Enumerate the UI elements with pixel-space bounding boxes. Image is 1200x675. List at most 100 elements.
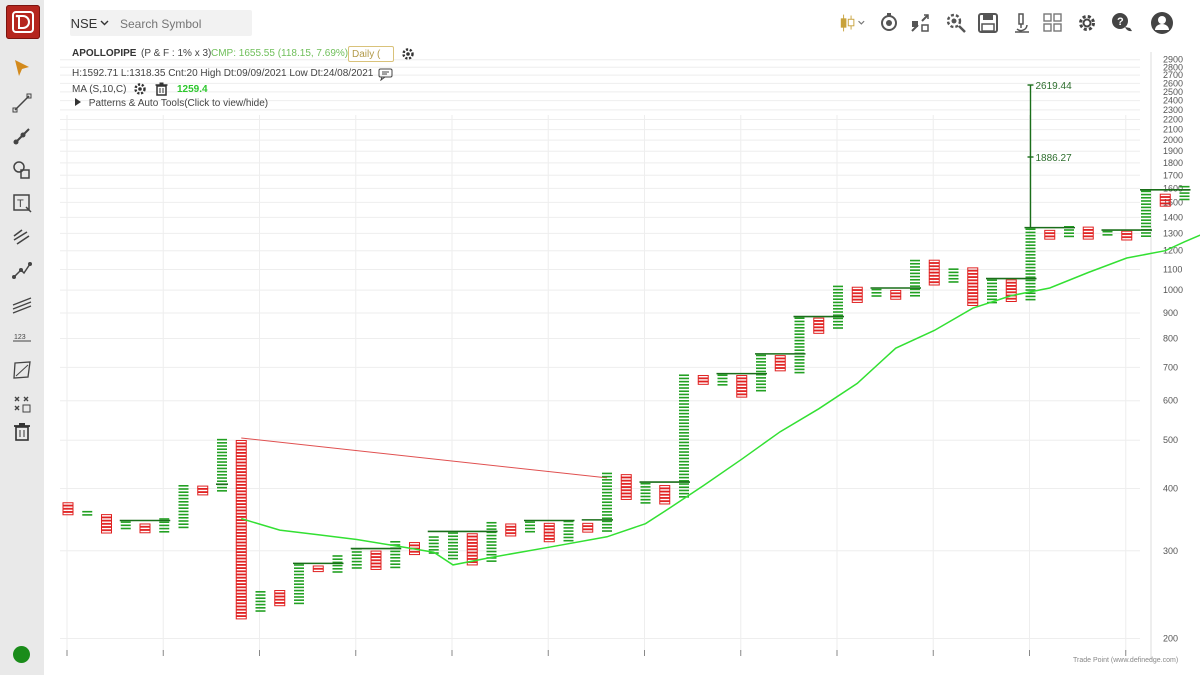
pnf-o-mark [235,542,247,546]
pnf-x-column [948,268,959,283]
y-tick-label: 2600 [1163,78,1183,88]
y-tick-label: 1200 [1163,246,1183,256]
pnf-o-mark [466,536,478,540]
pnf-o-mark [235,500,247,505]
pnf-o-mark [928,262,940,267]
pnf-o-mark [235,539,247,543]
pnf-o-mark [928,269,940,273]
pnf-o-mark [659,501,671,505]
pnf-o-column [967,267,979,306]
pnf-o-column [543,522,555,543]
symbol-search[interactable] [110,10,252,36]
pnf-o-mark [197,488,209,493]
y-tick-label: 800 [1163,333,1178,343]
pnf-o-mark [466,555,478,560]
pnf-o-mark [1159,193,1171,198]
pnf-o-mark [370,550,382,554]
pnf-o-mark [659,494,671,499]
pnf-o-mark [813,324,825,328]
pnf-x-column [756,354,766,392]
pnf-o-mark [620,483,632,488]
trash-icon[interactable] [8,420,36,444]
pnf-o-mark [235,532,247,537]
pnf-o-mark [235,462,247,466]
pnf-o-mark [466,546,478,550]
pnf-x-column [217,438,227,492]
definedge-logo-icon[interactable] [6,5,40,39]
microscope-icon[interactable] [1008,9,1036,37]
search-input[interactable] [118,13,250,35]
pnf-o-mark [582,529,594,533]
numbering-123-icon[interactable]: 123 [8,325,36,349]
patterns-toggle[interactable]: Patterns & Auto Tools(Click to view/hide… [74,98,268,109]
pnf-o-mark [235,516,247,521]
chat-help-icon[interactable]: ? [1108,9,1136,37]
pnf-o-mark [736,394,748,398]
pnf-o-mark [659,488,671,492]
y-tick-label: 700 [1163,362,1178,372]
layout-grid-icon[interactable] [1039,9,1067,37]
pnf-o-mark [774,355,786,359]
scan-gear-icon[interactable] [942,9,970,37]
pnf-o-mark [697,375,709,379]
pnf-o-column [1005,279,1017,302]
settings-icon[interactable] [1073,9,1101,37]
line-points-icon[interactable] [8,258,36,282]
camera-settings-icon[interactable] [875,9,903,37]
save-icon[interactable] [974,9,1002,37]
pnf-x-column [640,482,651,504]
pnf-o-mark [620,477,632,481]
pnf-o-mark [235,439,247,444]
pnf-o-mark [235,606,247,610]
y-tick-label: 2200 [1163,114,1183,124]
chart-settings-gear-icon[interactable] [401,47,415,66]
timeframe-select[interactable]: Daily ( [348,46,394,62]
ma-settings-gear-icon[interactable] [133,82,147,101]
pnf-o-mark [235,615,247,620]
pnf-o-mark [101,517,112,521]
pnf-o-mark [736,384,748,389]
pnf-o-mark [274,599,286,604]
pnf-o-mark [928,282,940,286]
y-tick-label: 600 [1163,396,1178,406]
pnf-o-mark [235,567,247,572]
ray-line-icon[interactable] [8,124,36,148]
cursor-arrow-icon[interactable] [8,56,36,80]
pnf-o-column [1121,230,1133,241]
pnf-o-mark [774,367,786,372]
pnf-o-mark [1005,279,1017,283]
y-tick-label: 200 [1163,634,1178,644]
pnf-o-mark [197,485,209,489]
comment-icon[interactable] [378,68,393,86]
pnf-o-mark [235,510,247,514]
compare-icon[interactable] [906,9,934,37]
pnf-o-mark [197,491,209,496]
parallel-channel-icon[interactable] [8,292,36,316]
y-tick-label: 2400 [1163,96,1183,106]
pnf-x-column [120,521,131,530]
user-profile-icon[interactable] [1148,9,1176,37]
pnf-o-mark [1082,233,1094,237]
shapes-icon[interactable] [8,158,36,182]
candlestick-chart-icon[interactable] [838,9,866,37]
pnf-o-mark [235,478,247,482]
pnf-o-mark [235,481,247,485]
pnf-o-mark [813,330,825,334]
pnf-o-column [235,439,247,620]
polygon-icon[interactable] [8,358,36,382]
grid-tool-icon[interactable] [8,392,36,416]
exchange-select[interactable]: NSE [70,10,110,36]
pitchfork-icon[interactable] [8,225,36,249]
pnf-o-mark [505,526,517,531]
ma-delete-trash-icon[interactable] [155,82,168,101]
caret-right-icon [75,98,81,106]
y-tick-label: 2700 [1163,70,1183,80]
text-note-icon[interactable]: T [8,191,36,215]
pnf-o-mark [1082,236,1094,240]
pnf-o-mark [1005,298,1017,302]
svg-text:123: 123 [14,334,26,341]
pnf-o-mark [967,299,979,303]
trendline [241,437,608,479]
trendline-icon[interactable] [8,91,36,115]
